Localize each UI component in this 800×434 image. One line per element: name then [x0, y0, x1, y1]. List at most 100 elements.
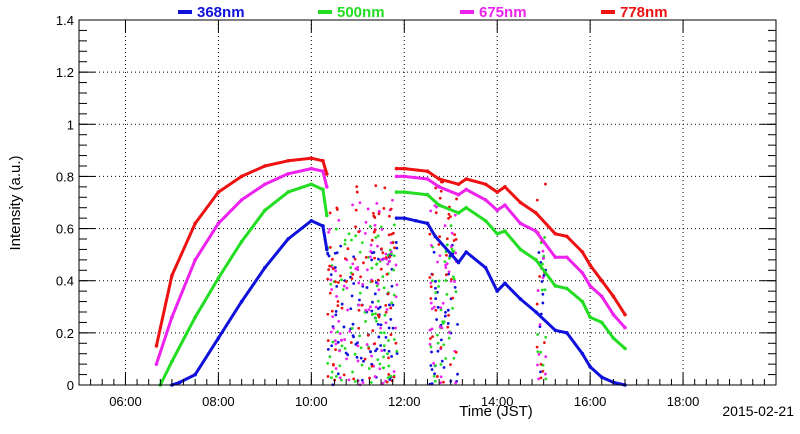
scatter-point — [436, 305, 440, 309]
scatter-point — [334, 310, 338, 313]
scatter-point — [444, 310, 447, 314]
data-point-778nm — [495, 190, 500, 194]
scatter-point — [356, 344, 360, 348]
scatter-point — [444, 357, 448, 360]
data-point-675nm — [286, 172, 290, 176]
scatter-point — [390, 301, 394, 305]
scatter-point — [377, 288, 381, 292]
scatter-point — [387, 349, 391, 353]
scatter-point — [389, 374, 393, 378]
scatter-point — [374, 236, 378, 239]
scatter-point — [429, 209, 433, 213]
scatter-point — [377, 210, 381, 214]
data-point-500nm — [239, 239, 244, 244]
scatter-point — [349, 341, 353, 344]
scatter-point — [338, 364, 342, 368]
data-point-368nm — [503, 281, 507, 286]
scatter-point — [351, 322, 355, 326]
scatter-point — [382, 344, 386, 348]
data-point-500nm — [325, 213, 329, 218]
scatter-point — [443, 260, 447, 264]
scatter-point — [541, 363, 545, 367]
data-point-500nm — [611, 336, 616, 340]
scatter-point — [444, 266, 448, 269]
x-tick-label: 12:00 — [388, 394, 421, 409]
scatter-point — [336, 304, 340, 307]
scatter-point — [327, 254, 331, 258]
legend-label-368nm: 368nm — [197, 4, 245, 21]
scatter-point — [447, 272, 451, 276]
data-point-675nm — [495, 208, 500, 213]
scatter-point — [340, 306, 344, 310]
data-point-368nm — [599, 375, 604, 379]
grid — [79, 20, 776, 385]
scatter-point — [359, 346, 363, 350]
scatter-point — [360, 241, 364, 245]
x-axis-title: Time (JST) — [459, 403, 533, 420]
scatter-point — [326, 339, 330, 342]
scatter-point — [449, 363, 452, 367]
scatter-point — [539, 370, 542, 374]
scatter-point — [370, 238, 374, 242]
scatter-point — [377, 257, 380, 261]
scatter-point — [357, 230, 361, 234]
scatter-point — [384, 256, 388, 259]
scatter-point — [387, 364, 391, 368]
series-line-500nm — [158, 182, 329, 386]
x-tick-label: 14:00 — [481, 394, 514, 409]
data-point-675nm — [464, 187, 469, 192]
scatter-point — [334, 280, 337, 284]
y-tick-label: 0.6 — [56, 222, 74, 237]
data-point-500nm — [483, 218, 488, 223]
scatter-point — [354, 267, 358, 271]
scatter-point — [445, 237, 449, 241]
scatter-point — [428, 276, 432, 279]
scatter-point — [358, 250, 362, 254]
y-tick-label: 1.2 — [56, 65, 74, 80]
scatter-point — [370, 354, 374, 358]
scatter-point — [443, 314, 447, 318]
scatter-point — [451, 296, 455, 300]
scatter-point — [374, 184, 378, 188]
scatter-point — [445, 253, 448, 257]
data-point-368nm — [483, 265, 488, 270]
scatter-point — [343, 346, 347, 350]
data-point-675nm — [580, 271, 585, 275]
scatter-point — [328, 211, 332, 215]
scatter-point — [352, 255, 356, 259]
data-point-778nm — [611, 294, 616, 299]
scatter-point — [536, 350, 540, 354]
scatter-point — [455, 197, 458, 201]
scatter-point — [537, 377, 540, 381]
scatter-point — [336, 372, 340, 376]
scatter-point — [326, 375, 330, 378]
scatter-point — [430, 279, 434, 283]
scatter-point — [541, 276, 545, 280]
data-point-778nm — [286, 158, 290, 163]
legend-label-675nm: 675nm — [479, 4, 527, 21]
scatter-point — [439, 362, 443, 366]
scatter-point — [454, 381, 458, 385]
scatter-point — [375, 202, 379, 205]
scatter-point — [447, 212, 451, 216]
data-point-500nm — [193, 315, 197, 320]
data-point-368nm — [286, 237, 290, 241]
scatter-point — [369, 255, 372, 259]
scatter-point — [337, 218, 341, 222]
scatter-point — [375, 263, 378, 266]
scatter-point — [384, 310, 388, 314]
scatter-point — [362, 261, 365, 265]
scatter-point — [380, 247, 383, 251]
data-point-675nm — [402, 174, 407, 179]
scatter-point — [358, 298, 361, 302]
scatter-point — [331, 267, 335, 271]
data-point-778nm — [464, 177, 469, 181]
scatter-point — [454, 237, 458, 241]
data-point-778nm — [321, 158, 325, 163]
scatter-point — [385, 272, 389, 276]
scatter-point — [358, 291, 362, 295]
data-point-675nm — [599, 294, 604, 299]
scatter-point — [441, 321, 445, 325]
scatter-point — [535, 198, 539, 202]
